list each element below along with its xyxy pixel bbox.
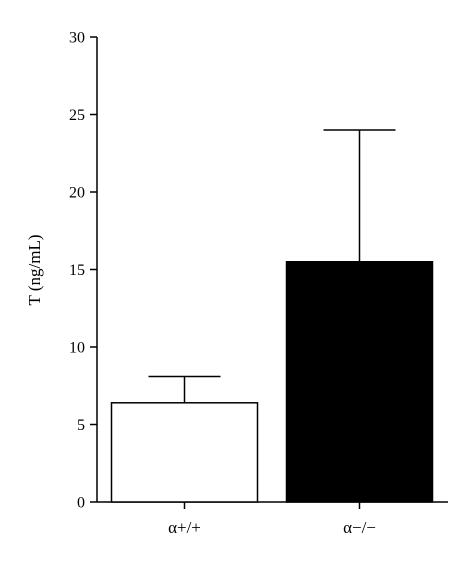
category-label: α−/− xyxy=(343,518,376,537)
bar xyxy=(110,402,259,503)
bar xyxy=(285,261,434,503)
y-tick-label: 5 xyxy=(77,417,85,434)
y-tick-label: 10 xyxy=(69,340,85,357)
y-tick-label: 30 xyxy=(69,30,85,47)
category-label: α+/+ xyxy=(168,518,201,537)
y-tick-label: 0 xyxy=(77,495,85,512)
error-bars-group xyxy=(148,129,396,403)
y-ticks-group: 0 5 10 15 20 25 30 xyxy=(69,30,97,512)
y-tick-label: 20 xyxy=(69,185,85,202)
bars-group xyxy=(110,261,434,503)
y-axis-title: T (ng/mL) xyxy=(25,235,44,306)
y-tick-label: 15 xyxy=(69,262,85,279)
category-labels-group: α+/+ α−/− xyxy=(168,502,376,537)
y-tick-label: 25 xyxy=(69,107,85,124)
